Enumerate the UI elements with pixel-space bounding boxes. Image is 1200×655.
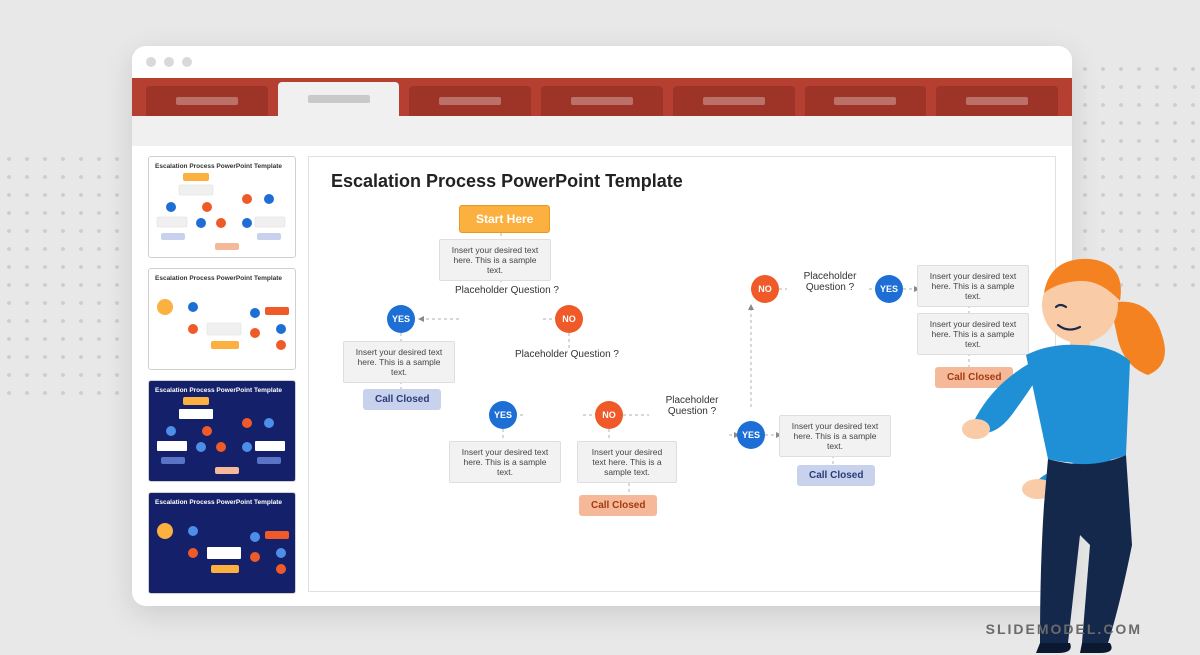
flowchart-yes-node: YES	[737, 421, 765, 449]
flowchart-no-node: NO	[751, 275, 779, 303]
watermark-text: SLIDEMODEL.COM	[986, 621, 1142, 637]
window-control-dot[interactable]	[182, 57, 192, 67]
flowchart-start-node: Start Here	[459, 205, 550, 233]
thumbnail-title: Escalation Process PowerPoint Template	[155, 499, 289, 506]
ribbon-bar	[132, 78, 1072, 116]
flowchart-question: Placeholder Question ?	[649, 395, 735, 417]
ribbon-tab[interactable]	[541, 86, 663, 116]
thumbnail-preview-icon	[153, 171, 293, 255]
window-control-dot[interactable]	[164, 57, 174, 67]
slide-thumbnail[interactable]: Escalation Process PowerPoint Template	[148, 156, 296, 258]
ribbon-tab[interactable]	[409, 86, 531, 116]
flowchart-yes-node: YES	[489, 401, 517, 429]
app-window: Escalation Process PowerPoint Template	[132, 46, 1072, 606]
ribbon-tab-active[interactable]	[278, 82, 400, 116]
window-control-dot[interactable]	[146, 57, 156, 67]
flowchart-yes-node: YES	[875, 275, 903, 303]
slide-thumbnail[interactable]: Escalation Process PowerPoint Template	[148, 492, 296, 594]
thumbnail-title: Escalation Process PowerPoint Template	[155, 275, 289, 282]
flowchart-textbox: Insert your desired text here. This is a…	[779, 415, 891, 457]
flowchart-no-node: NO	[555, 305, 583, 333]
ribbon-toolbar	[132, 116, 1072, 146]
flowchart-yes-node: YES	[387, 305, 415, 333]
ribbon-tab[interactable]	[146, 86, 268, 116]
slide-thumbnail[interactable]: Escalation Process PowerPoint Template	[148, 380, 296, 482]
flowchart-textbox: Insert your desired text here. This is a…	[449, 441, 561, 483]
flowchart-question: Placeholder Question ?	[787, 271, 873, 293]
window-titlebar	[132, 46, 1072, 78]
slide-title: Escalation Process PowerPoint Template	[331, 171, 683, 192]
workspace: Escalation Process PowerPoint Template	[132, 146, 1072, 606]
thumbnail-title: Escalation Process PowerPoint Template	[155, 387, 289, 394]
thumbnail-preview-icon	[153, 507, 293, 591]
decorative-dots-left	[0, 150, 120, 400]
flowchart-closed-node: Call Closed	[579, 495, 657, 516]
flowchart-question: Placeholder Question ?	[497, 349, 637, 360]
flowchart-textbox: Insert your desired text here. This is a…	[439, 239, 551, 281]
slide-thumbnails-panel: Escalation Process PowerPoint Template	[132, 146, 302, 606]
flowchart-no-node: NO	[595, 401, 623, 429]
flowchart-closed-node: Call Closed	[797, 465, 875, 486]
presenter-illustration	[940, 245, 1180, 655]
flowchart-textbox: Insert your desired text here. This is a…	[577, 441, 677, 483]
thumbnail-preview-icon	[153, 395, 293, 479]
ribbon-tab[interactable]	[673, 86, 795, 116]
flowchart-closed-node: Call Closed	[363, 389, 441, 410]
flowchart-textbox: Insert your desired text here. This is a…	[343, 341, 455, 383]
thumbnail-preview-icon	[153, 283, 293, 367]
slide-thumbnail[interactable]: Escalation Process PowerPoint Template	[148, 268, 296, 370]
ribbon-tab[interactable]	[805, 86, 927, 116]
ribbon-tab[interactable]	[936, 86, 1058, 116]
flowchart-question: Placeholder Question ?	[447, 285, 567, 296]
thumbnail-title: Escalation Process PowerPoint Template	[155, 163, 289, 170]
